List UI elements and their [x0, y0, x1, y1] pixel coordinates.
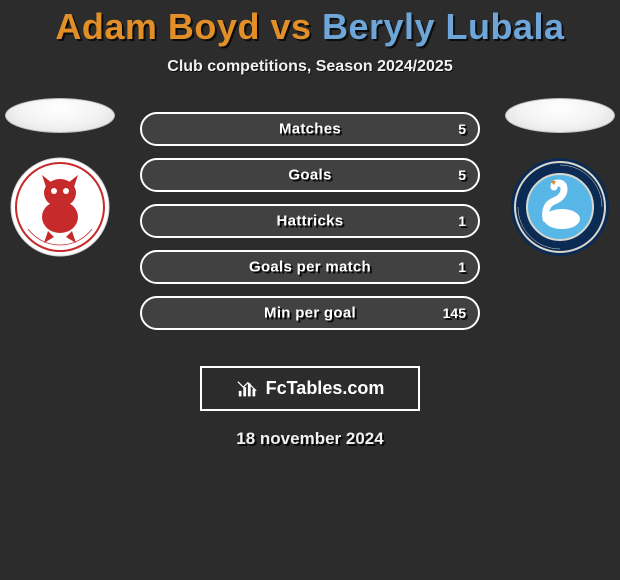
left-club-badge: [10, 157, 110, 257]
left-player-avatar: [5, 98, 115, 133]
stat-label: Hattricks: [277, 213, 344, 230]
title-right: Beryly Lubala: [322, 6, 565, 47]
right-player-avatar: [505, 98, 615, 133]
stat-label: Matches: [279, 121, 341, 138]
stat-value-right: 1: [458, 213, 466, 229]
comparison-area: Matches 5 Goals 5 Hattricks 1 Goals per match 1…: [0, 106, 620, 346]
stat-row: Min per goal 145: [140, 296, 480, 330]
stat-value-right: 5: [458, 167, 466, 183]
stat-row: Goals per match 1: [140, 250, 480, 284]
title-separator: vs: [260, 6, 322, 47]
page-title: Adam Boyd vs Beryly Lubala: [0, 0, 620, 48]
brand-text: FcTables.com: [266, 378, 385, 399]
stat-row: Hattricks 1: [140, 204, 480, 238]
stat-row: Matches 5: [140, 112, 480, 146]
stat-label: Goals per match: [249, 259, 371, 276]
bar-chart-icon: [236, 378, 258, 400]
right-club-badge: [510, 157, 610, 257]
right-player-column: [500, 98, 620, 257]
stat-rows: Matches 5 Goals 5 Hattricks 1 Goals per match 1…: [140, 106, 480, 330]
stat-label: Min per goal: [264, 305, 356, 322]
subtitle: Club competitions, Season 2024/2025: [0, 58, 620, 76]
wycombe-wanderers-crest-icon: [510, 157, 610, 257]
stat-value-right: 1: [458, 259, 466, 275]
left-player-column: [0, 98, 120, 257]
brand-box: FcTables.com: [200, 366, 420, 411]
date-text: 18 november 2024: [0, 429, 620, 449]
lincoln-city-crest-icon: [10, 157, 110, 257]
stat-value-right: 5: [458, 121, 466, 137]
stat-row: Goals 5: [140, 158, 480, 192]
stat-label: Goals: [288, 167, 331, 184]
stat-value-right: 145: [443, 305, 466, 321]
title-left: Adam Boyd: [55, 6, 260, 47]
